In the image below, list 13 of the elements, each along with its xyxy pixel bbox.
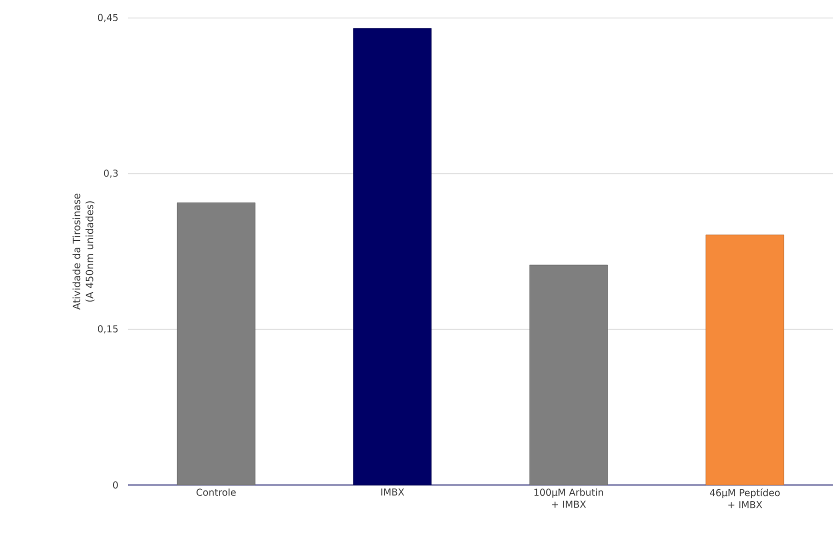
bar: [176, 202, 256, 486]
x-tick-label: 46µM Peptídeo + IMBX: [710, 488, 780, 508]
bar: [706, 234, 784, 486]
y-tick-label: 0,45: [98, 14, 118, 22]
y-tick-label: 0,3: [104, 170, 118, 178]
x-tick-label: 100µM Arbutin + IMBX: [534, 488, 604, 508]
y-axis-title: Atividade da Tirosinase (A 450nm unidades): [72, 194, 94, 310]
bar: [529, 264, 608, 486]
x-tick-label: IMBX: [381, 488, 404, 496]
y-tick-label: 0: [113, 481, 118, 489]
x-tick-label: Controle: [196, 488, 236, 496]
y-tick-label: 0,15: [98, 325, 118, 334]
bar: [353, 28, 432, 486]
